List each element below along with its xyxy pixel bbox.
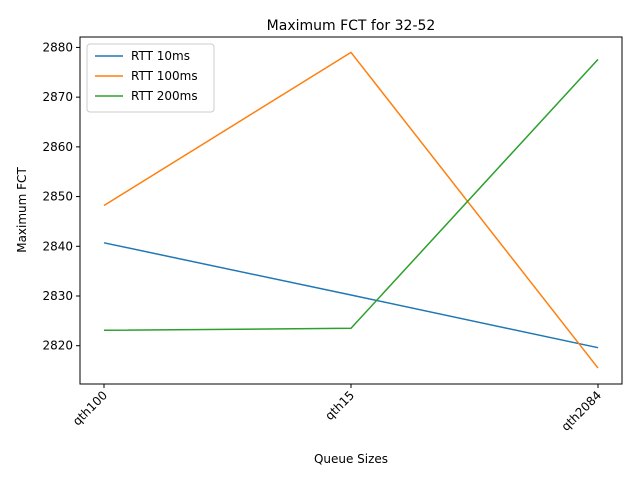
series-line-1 (103, 51, 599, 369)
series-line-0 (103, 242, 599, 349)
plot-frame (79, 36, 623, 385)
y-tick-label: 2830 (42, 289, 73, 303)
y-tick-label: 2870 (42, 90, 73, 104)
y-axis-ticks: 2820 2830 2840 2850 2860 2870 2880 (42, 40, 80, 353)
chart-title: Maximum FCT for 32-52 (267, 18, 436, 34)
legend: RTT 10ms RTT 100ms RTT 200ms (86, 43, 215, 113)
y-axis-label: Maximum FCT (15, 167, 29, 253)
x-axis-label: Queue Sizes (314, 452, 388, 466)
series-line-2 (103, 58, 599, 332)
y-tick-label: 2820 (42, 339, 73, 353)
y-tick-label: 2840 (42, 239, 73, 253)
legend-label-2: RTT 200ms (131, 89, 198, 103)
y-tick-label: 2880 (42, 40, 73, 54)
y-tick-label: 2860 (42, 140, 73, 154)
legend-label-1: RTT 100ms (131, 69, 198, 83)
legend-label-0: RTT 10ms (131, 49, 190, 63)
series-lines (103, 51, 599, 369)
legend-box (86, 43, 215, 113)
y-tick-label: 2850 (42, 190, 73, 204)
